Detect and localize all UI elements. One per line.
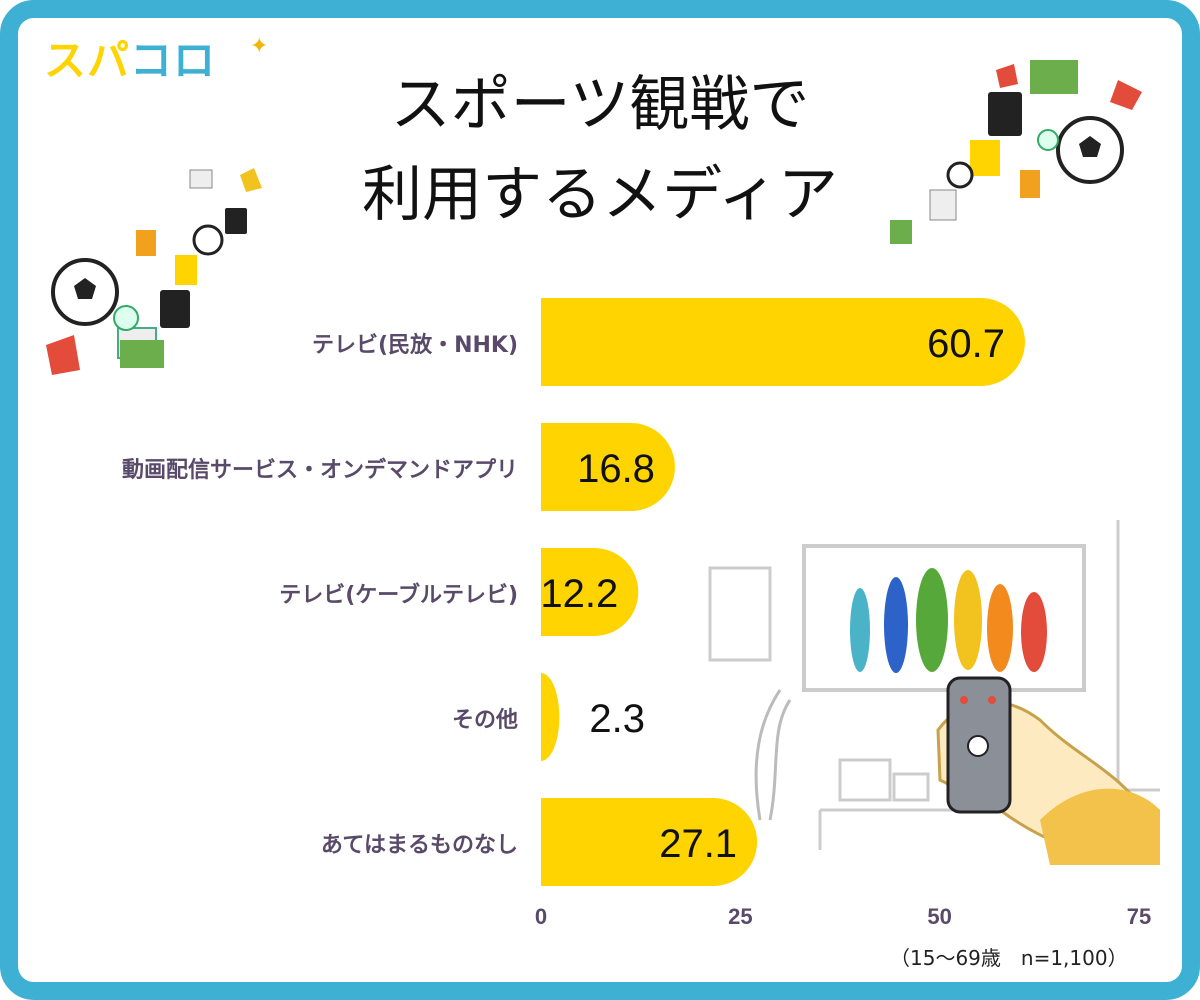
category-label: その他 [451,708,518,733]
sample-note: （15～69歳 n=1,100） [890,946,1128,970]
bar [541,673,560,761]
sports-collage-left [46,168,262,375]
sports-collage-right [890,60,1142,244]
soccer-ball-icon [51,258,119,326]
tv-room-illustration [708,520,1160,865]
bar [541,798,758,886]
data-label: 2.3 [589,697,645,741]
data-label: 12.2 [540,572,618,616]
data-label: 27.1 [659,822,737,866]
bar [541,298,1025,386]
category-label: あてはまるものなし [320,833,518,858]
category-label: 動画配信サービス・オンデマンドアプリ [121,458,518,483]
tv-icon [802,544,1086,692]
title-line-2: 利用するメディア [362,160,838,230]
sparkle-icon: ✦ [250,34,269,59]
bar [541,423,675,511]
x-tick-label: 25 [728,904,752,929]
data-label: 16.8 [577,447,655,491]
x-tick-label: 50 [927,904,951,929]
x-tick-label: 0 [535,904,547,929]
data-label: 60.7 [927,322,1005,366]
brand-logo: スパコロ [44,36,217,85]
remote-control-icon [946,676,1012,814]
soccer-ball-icon [1056,116,1124,184]
chart-title: スポーツ観戦で 利用するメディア [300,60,900,240]
plant-icon [754,689,792,821]
bar [541,548,639,636]
category-label: テレビ(民放・NHK) [312,333,518,358]
x-tick-label: 75 [1127,904,1151,929]
title-line-1: スポーツ観戦で [390,70,810,140]
category-label: テレビ(ケーブルテレビ) [279,583,518,608]
